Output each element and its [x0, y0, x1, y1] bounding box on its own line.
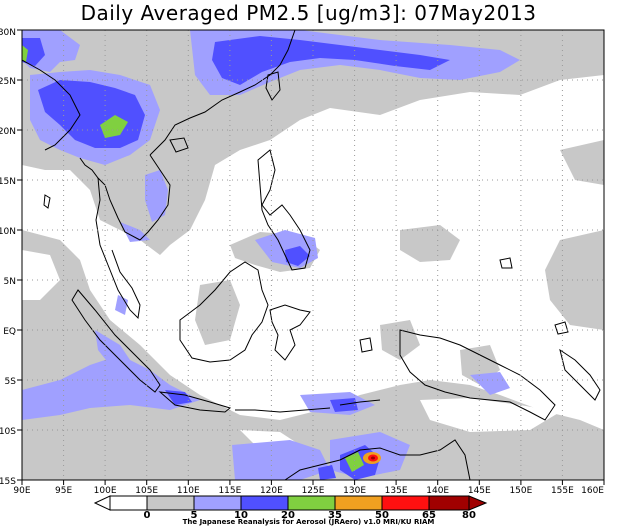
lat-tick-label: 25N — [0, 77, 16, 87]
coastlines — [22, 30, 601, 480]
lon-tick-label: 140E — [426, 486, 449, 496]
colorbar-segment — [109, 495, 148, 511]
colorbar-segment — [146, 495, 195, 511]
lat-labels: 30N 25N 20N 15N 10N 5N EQ 5S 10S 15S — [0, 28, 16, 487]
lat-tick-label: 30N — [0, 28, 16, 38]
lat-tick-label: 15S — [0, 477, 16, 487]
lon-tick-label: 135E — [385, 486, 408, 496]
pm25-green-regions — [22, 45, 364, 472]
colorbar-label: 0 — [144, 510, 151, 521]
pm25-shading — [22, 30, 604, 480]
lon-tick-label: 90E — [13, 486, 30, 496]
colorbar-label: 80 — [462, 510, 476, 521]
lat-tick-label: 10S — [0, 427, 16, 437]
lat-tick-label: 20N — [0, 127, 16, 137]
lat-tick-label: EQ — [3, 327, 16, 337]
lon-tick-label: 150E — [509, 486, 532, 496]
colorbar-segment — [334, 495, 383, 511]
colorbar-label: 50 — [375, 510, 389, 521]
lon-tick-label: 130E — [343, 486, 366, 496]
lat-tick-label: 5S — [5, 377, 17, 387]
colorbar-label: 20 — [281, 510, 295, 521]
lon-tick-label: 110E — [177, 486, 200, 496]
axis-ticks — [17, 29, 605, 485]
colorbar-segment — [193, 495, 242, 511]
lat-tick-label: 5N — [4, 277, 16, 287]
lon-tick-label: 120E — [260, 486, 283, 496]
lat-tick-label: 10N — [0, 227, 16, 237]
lon-tick-label: 160E — [581, 486, 604, 496]
grid-lines — [22, 30, 604, 480]
colorbar-label: 65 — [422, 510, 436, 521]
lon-tick-label: 115E — [218, 486, 241, 496]
colorbar-segment — [428, 495, 470, 511]
lat-tick-label: 15N — [0, 177, 16, 187]
colorbar-label: 35 — [328, 510, 342, 521]
colorbar: 0 5 10 20 35 50 65 80 — [93, 495, 488, 521]
lon-tick-label: 155E — [551, 486, 574, 496]
map-title: Daily Averaged PM2.5 [ug/m3]: 07May2013 — [80, 1, 537, 25]
colorbar-segment — [287, 495, 336, 511]
data-credit: The Japanese Reanalysis for Aerosol (JRA… — [182, 518, 435, 526]
lon-tick-label: 105E — [135, 486, 158, 496]
pm25-high-regions — [363, 452, 381, 464]
lon-tick-label: 125E — [302, 486, 325, 496]
lon-tick-label: 95E — [55, 486, 72, 496]
colorbar-label: 10 — [234, 510, 248, 521]
lon-labels: 90E 95E 100E 105E 110E 115E 120E 125E 13… — [13, 486, 604, 496]
lon-tick-label: 100E — [94, 486, 117, 496]
colorbar-arrow-low — [93, 495, 111, 511]
colorbar-label: 5 — [191, 510, 198, 521]
colorbar-segment — [381, 495, 430, 511]
colorbar-arrow-high — [468, 495, 488, 511]
colorbar-segment — [240, 495, 289, 511]
lon-tick-label: 145E — [468, 486, 491, 496]
